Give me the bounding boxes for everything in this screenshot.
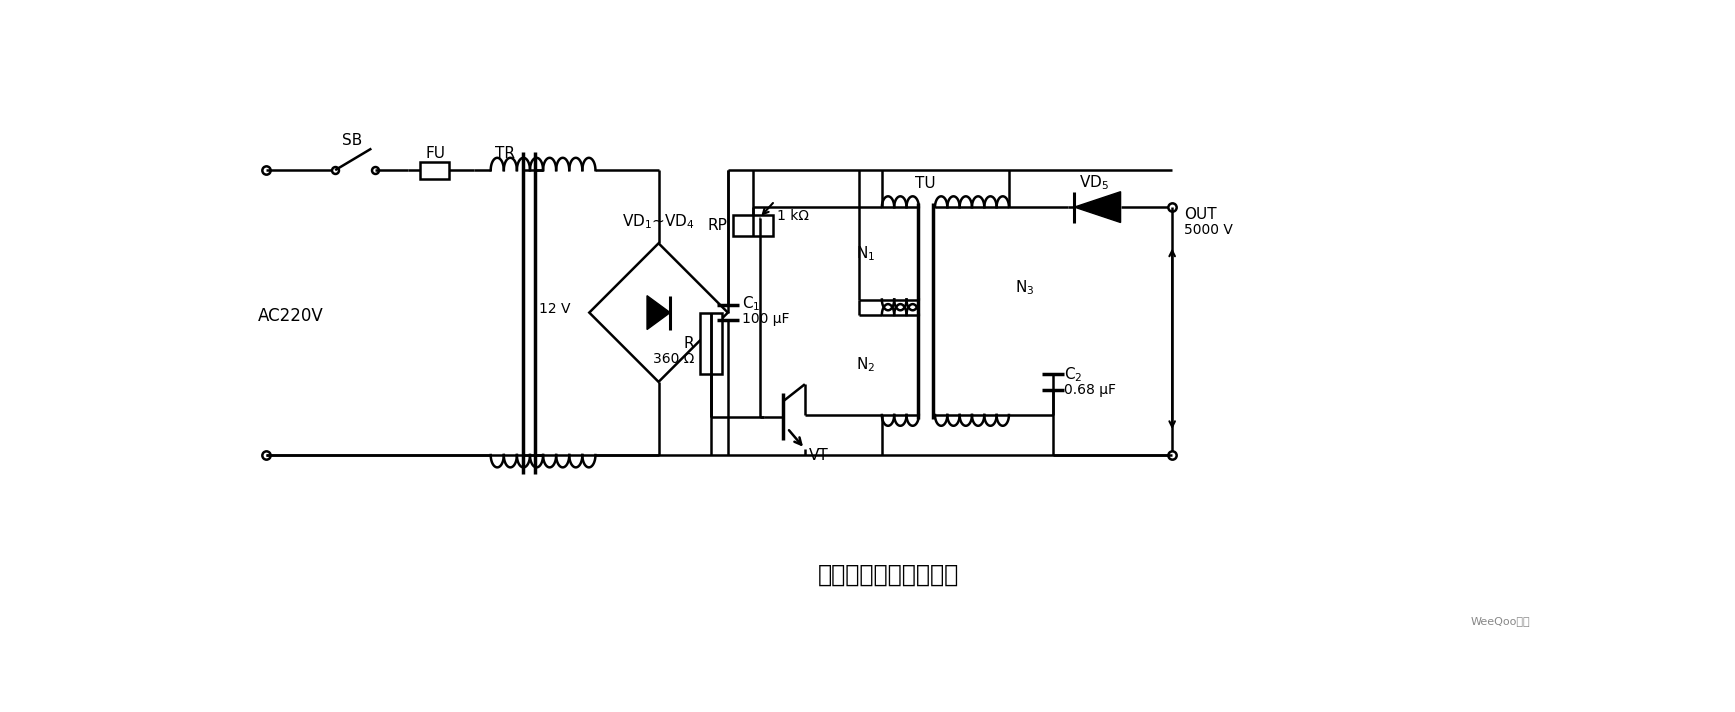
Polygon shape bbox=[590, 244, 729, 382]
Text: N$_2$: N$_2$ bbox=[857, 355, 876, 375]
Bar bbox=[701, 313, 722, 375]
Polygon shape bbox=[1074, 192, 1121, 223]
Text: C$_1$: C$_1$ bbox=[743, 294, 760, 313]
Bar bbox=[734, 215, 774, 236]
Text: 360 Ω: 360 Ω bbox=[652, 352, 694, 366]
Text: SB: SB bbox=[342, 133, 363, 148]
Text: 负离子高压发生器电路: 负离子高压发生器电路 bbox=[819, 562, 959, 587]
Text: 0.68 μF: 0.68 μF bbox=[1064, 382, 1116, 397]
Text: RP: RP bbox=[708, 218, 727, 233]
Text: 100 μF: 100 μF bbox=[743, 312, 789, 326]
Text: FU: FU bbox=[425, 146, 446, 161]
Text: WeeQoo推库: WeeQoo推库 bbox=[1471, 616, 1530, 626]
Text: TU: TU bbox=[916, 177, 937, 192]
Text: VD$_1$~VD$_4$: VD$_1$~VD$_4$ bbox=[623, 212, 696, 231]
Text: VT: VT bbox=[809, 448, 829, 463]
Text: 1 kΩ: 1 kΩ bbox=[777, 209, 809, 224]
Text: 12 V: 12 V bbox=[540, 302, 571, 315]
Bar bbox=[420, 162, 449, 179]
Text: VD$_5$: VD$_5$ bbox=[1079, 173, 1109, 192]
Text: TR: TR bbox=[494, 146, 515, 161]
Text: OUT: OUT bbox=[1183, 207, 1216, 222]
Text: N$_1$: N$_1$ bbox=[857, 244, 876, 263]
Text: 5000 V: 5000 V bbox=[1183, 223, 1232, 237]
Text: AC220V: AC220V bbox=[257, 308, 323, 325]
Text: C$_2$: C$_2$ bbox=[1064, 365, 1083, 384]
Polygon shape bbox=[647, 295, 670, 330]
Text: R: R bbox=[684, 336, 694, 351]
Text: N$_3$: N$_3$ bbox=[1015, 278, 1034, 298]
